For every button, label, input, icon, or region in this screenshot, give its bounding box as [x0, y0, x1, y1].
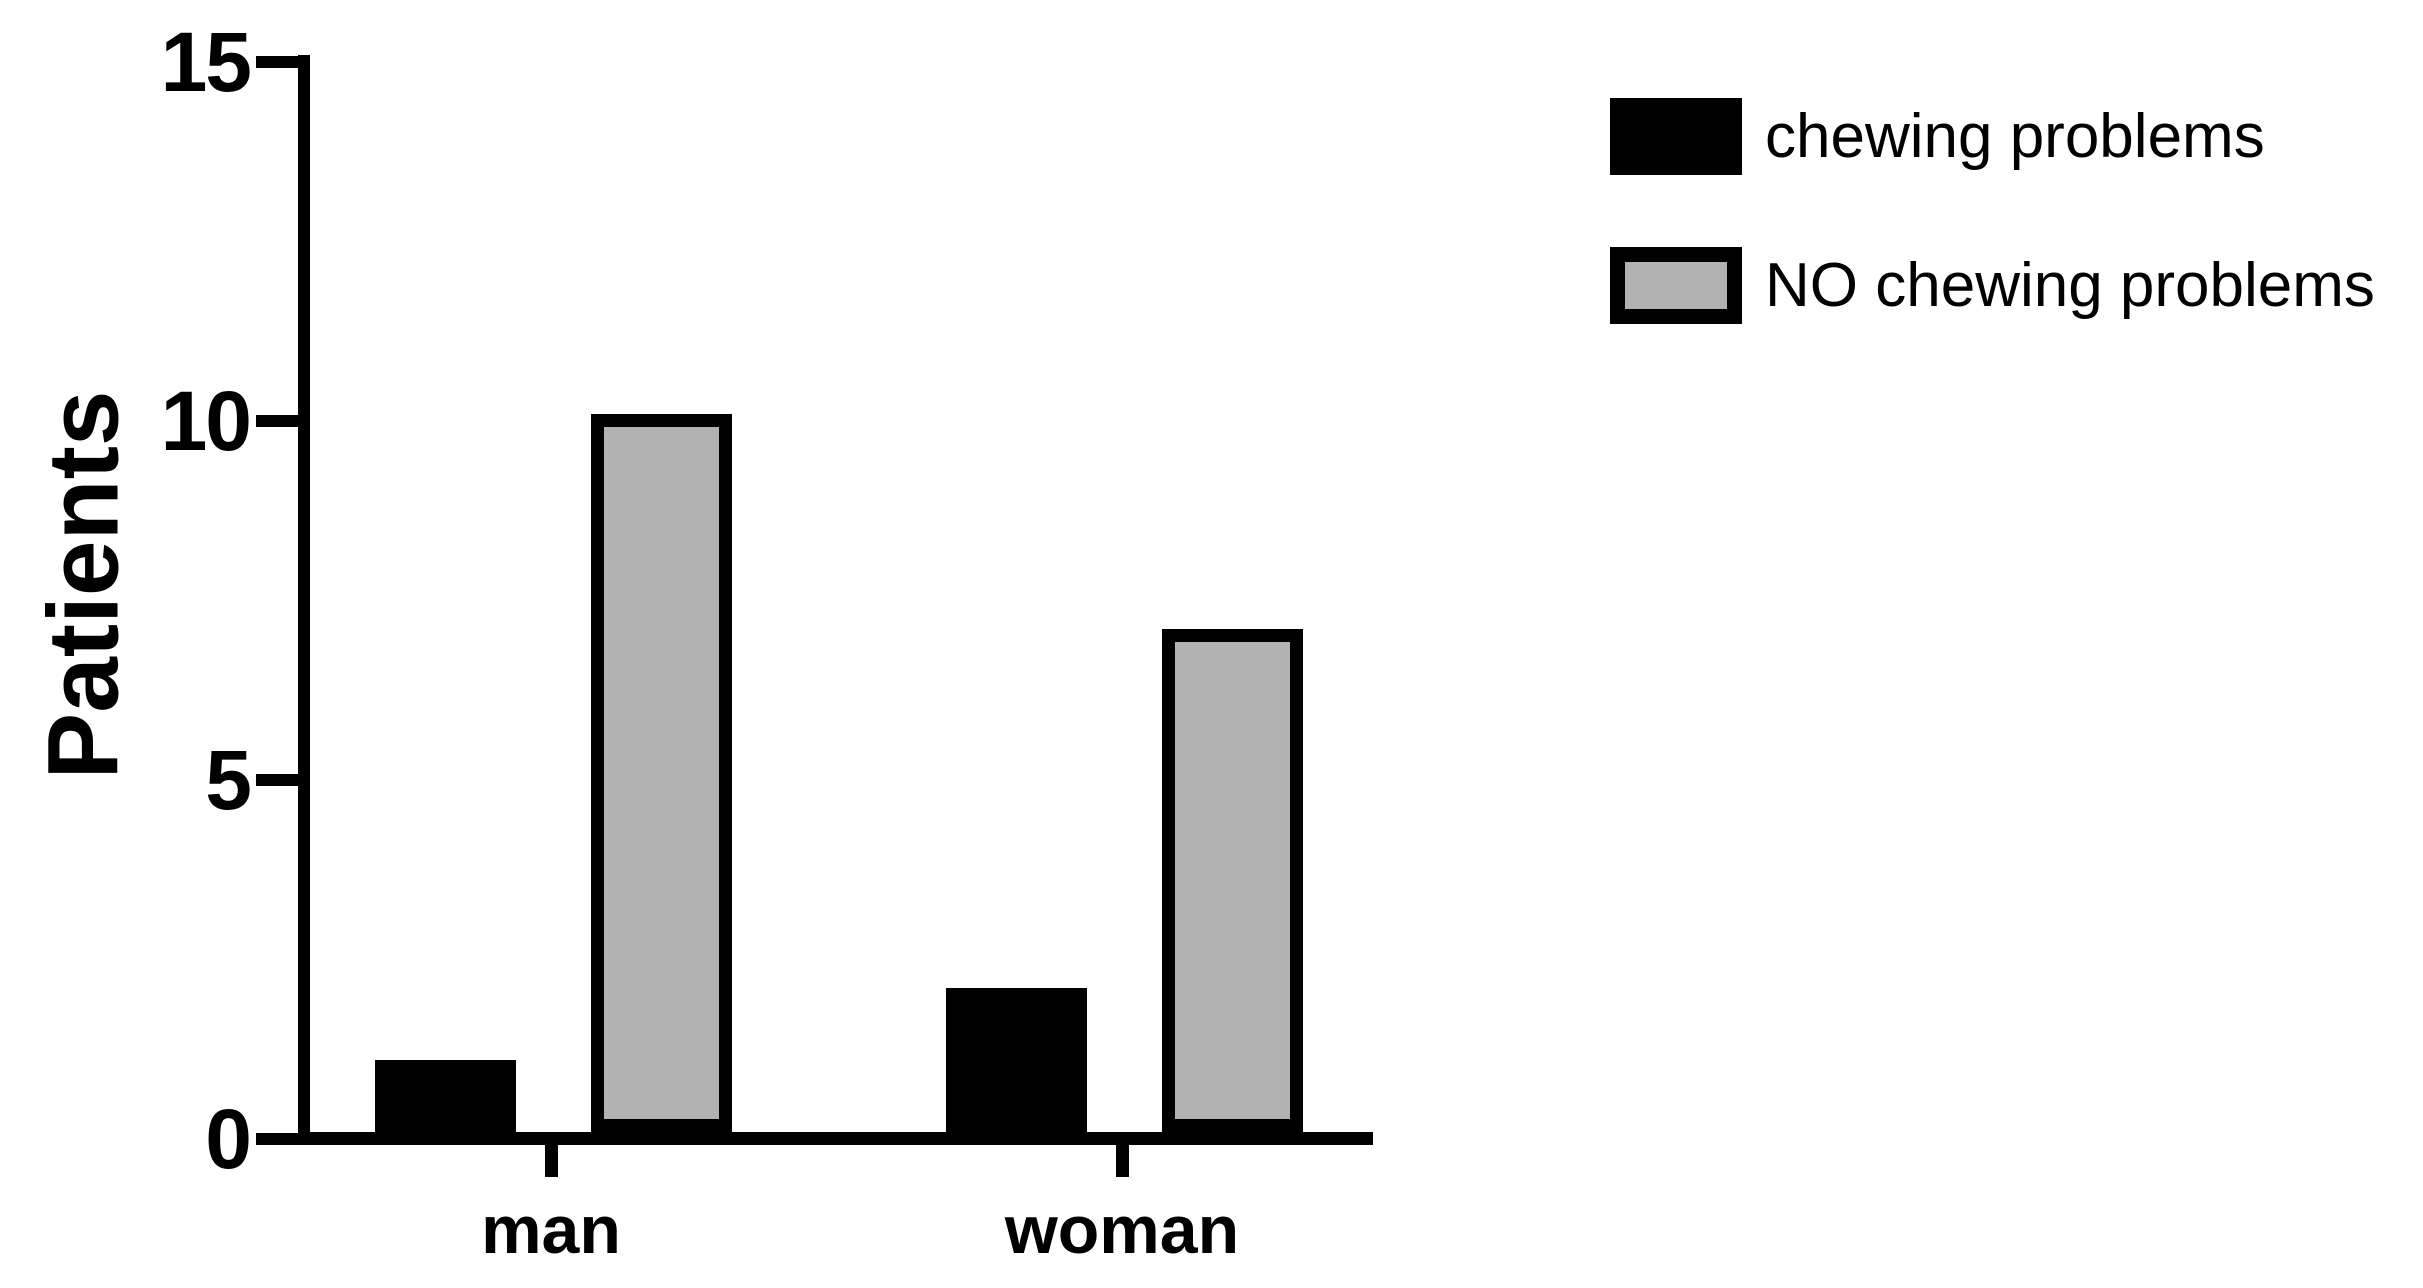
legend-label-no-chewing-problems: NO chewing problems	[1765, 251, 2375, 320]
legend-swatch-chewing-problems	[1610, 98, 1742, 175]
legend-label-chewing-problems: chewing problems	[1765, 102, 2265, 171]
x-category-label-woman: woman	[1004, 1192, 1240, 1268]
x-category-label-man: man	[481, 1192, 621, 1268]
bar-woman-no-chewing-problems	[1161, 629, 1303, 1132]
y-tick-mark-5	[256, 773, 298, 786]
x-axis-line	[298, 1132, 1373, 1145]
y-tick-label-0: 0	[205, 1091, 252, 1186]
y-axis-line	[298, 55, 310, 1145]
legend-swatch-no-chewing-problems	[1610, 247, 1742, 324]
y-tick-mark-10	[256, 414, 298, 427]
bar-woman-chewing-problems	[945, 988, 1087, 1132]
bar-man-chewing-problems	[374, 1060, 516, 1132]
bar-man-no-chewing-problems	[590, 414, 732, 1132]
x-tick-mark-woman	[1115, 1145, 1129, 1177]
y-tick-mark-15	[256, 55, 298, 68]
y-tick-mark-0	[256, 1132, 298, 1145]
y-tick-label-15: 15	[160, 14, 252, 109]
y-tick-label-10: 10	[160, 373, 252, 468]
y-tick-label-5: 5	[205, 732, 252, 827]
x-tick-mark-man	[544, 1145, 558, 1177]
